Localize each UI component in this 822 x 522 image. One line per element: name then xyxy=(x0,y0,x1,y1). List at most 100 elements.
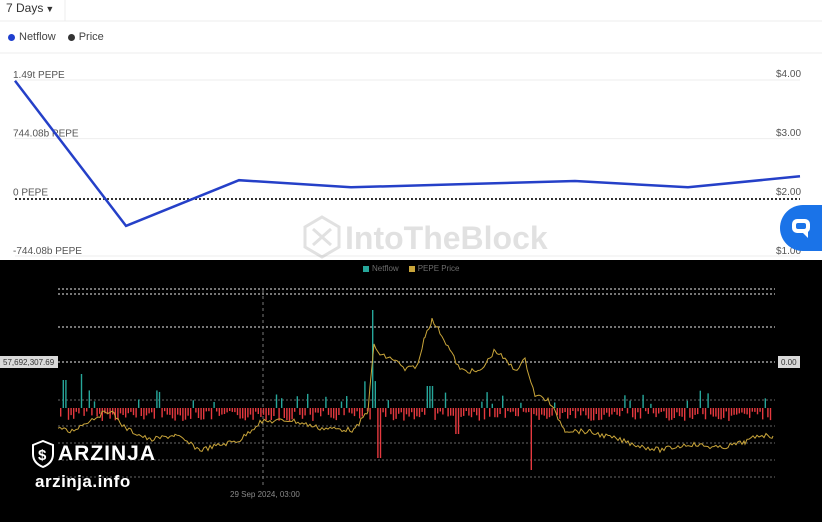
netflow-bar xyxy=(93,401,96,408)
netflow-bar xyxy=(673,408,675,418)
netflow-bar xyxy=(283,408,285,418)
netflow-bar xyxy=(702,408,704,415)
netflow-bar xyxy=(62,380,64,408)
netflow-bar xyxy=(325,396,327,408)
netflow-bar xyxy=(320,408,322,417)
netflow-bar xyxy=(330,408,332,418)
netflow-bar xyxy=(561,408,564,413)
netflow-bar xyxy=(301,408,304,419)
netflow-bar xyxy=(595,408,597,414)
netflow-bar xyxy=(236,408,239,416)
chat-button[interactable] xyxy=(780,205,822,251)
legend-item-netflow-bottom[interactable]: Netflow xyxy=(363,264,399,273)
netflow-bar xyxy=(151,408,153,413)
netflow-bar xyxy=(541,408,543,415)
netflow-bar xyxy=(104,408,106,414)
netflow-bar xyxy=(452,408,454,416)
netflow-bar xyxy=(148,408,150,414)
netflow-bar xyxy=(725,408,727,412)
netflow-bar xyxy=(429,386,431,408)
netflow-bar xyxy=(548,408,551,418)
netflow-bar xyxy=(340,401,343,409)
period-dropdown-label: 7 Days xyxy=(6,1,44,15)
netflow-bar xyxy=(512,408,514,412)
dollar-shield-logo-icon: $ xyxy=(32,440,54,468)
netflow-bar xyxy=(769,408,772,421)
netflow-bar xyxy=(499,408,501,414)
netflow-bar xyxy=(400,408,402,413)
netflow-bar xyxy=(229,408,231,411)
netflow-bar xyxy=(431,386,434,408)
netflow-bar xyxy=(187,408,189,416)
netflow-bar xyxy=(249,408,252,415)
netflow-bar xyxy=(387,400,389,409)
netflow-bar xyxy=(486,392,488,409)
netflow-bar xyxy=(723,408,725,418)
netflow-bar xyxy=(546,408,548,419)
netflow-bar xyxy=(374,381,376,409)
netflow-bar xyxy=(502,395,504,408)
netflow-bar xyxy=(689,408,691,418)
netflow-bar xyxy=(197,408,200,418)
netflow-bar xyxy=(647,408,649,414)
netflow-bar xyxy=(416,408,418,417)
netflow-bar xyxy=(418,408,421,418)
y-tag-right: 0.00 xyxy=(778,356,800,368)
netflow-bar xyxy=(385,408,387,417)
period-dropdown[interactable]: 7 Days ▼ xyxy=(6,1,54,15)
netflow-bar xyxy=(496,408,499,418)
netflow-bar xyxy=(312,408,314,421)
netflow-bar xyxy=(650,403,652,409)
netflow-bar xyxy=(411,408,413,413)
netflow-bar xyxy=(67,408,70,420)
netflow-bar xyxy=(177,408,179,415)
netflow-bar xyxy=(525,408,527,413)
netflow-bar xyxy=(413,408,415,420)
netflow-bar xyxy=(736,408,738,415)
netflow-bar xyxy=(398,408,400,414)
netflow-bar xyxy=(379,408,382,458)
netflow-bar xyxy=(210,408,213,420)
netflow-bar xyxy=(179,408,181,416)
netflow-bar xyxy=(489,408,491,417)
netflow-bar xyxy=(582,408,584,412)
netflow-bar xyxy=(632,408,634,418)
legend-item-price[interactable]: Price xyxy=(67,31,104,43)
legend-item-netflow[interactable]: Netflow xyxy=(8,31,56,43)
netflow-bar xyxy=(213,401,215,408)
legend-netflow-label: Netflow xyxy=(19,31,56,43)
netflow-bar xyxy=(273,408,275,416)
netflow-bar xyxy=(535,408,538,416)
netflow-bar xyxy=(762,408,764,420)
netflow-bar xyxy=(660,408,662,412)
netflow-bar xyxy=(483,408,486,420)
pepe-price-line xyxy=(57,317,774,454)
netflow-bar xyxy=(195,408,197,413)
netflow-bar xyxy=(559,408,561,419)
netflow-bar xyxy=(616,408,618,415)
netflow-bar xyxy=(684,408,686,421)
netflow-bar xyxy=(377,408,379,458)
netflow-bar xyxy=(751,408,753,412)
netflow-bar xyxy=(265,408,267,421)
netflow-bar xyxy=(130,408,132,412)
netflow-bar xyxy=(335,408,337,421)
netflow-bar xyxy=(348,408,350,413)
netflow-bar xyxy=(694,408,696,415)
netflow-bar xyxy=(676,408,678,413)
netflow-bar xyxy=(307,393,309,408)
netflow-bar xyxy=(556,408,558,416)
netflow-bar xyxy=(270,408,272,420)
legend-item-pepe-price[interactable]: PEPE Price xyxy=(408,264,459,273)
netflow-bar xyxy=(242,408,244,419)
netflow-bar xyxy=(442,408,444,415)
y-tick-label: -744.08b PEPE xyxy=(13,246,82,257)
netflow-bar xyxy=(262,408,265,415)
netflow-bar xyxy=(572,408,574,411)
netflow-bar xyxy=(223,408,226,414)
netflow-bar xyxy=(260,408,262,417)
netflow-bar xyxy=(613,408,616,412)
netflow-bar xyxy=(99,408,101,414)
netflow-bar xyxy=(645,408,647,412)
netflow-square-icon xyxy=(363,265,369,272)
